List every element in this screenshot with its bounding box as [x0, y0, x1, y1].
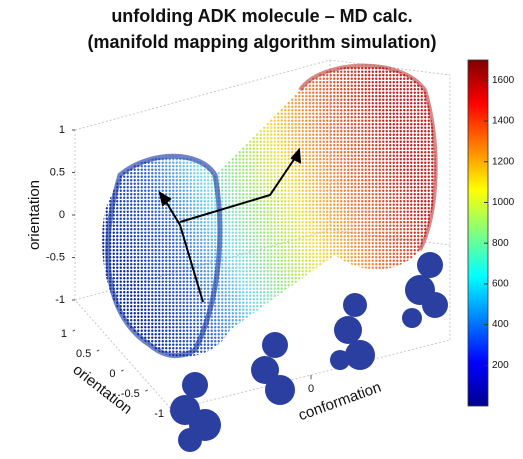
tick-mark — [72, 329, 76, 332]
tick-label: -0.5 — [46, 251, 65, 263]
colorbar-tick-label: 1200 — [492, 156, 515, 167]
tick-label: 1 — [59, 124, 65, 136]
tick-mark — [96, 349, 100, 352]
tick-label: 0 — [59, 209, 65, 221]
tick-label: 0 — [308, 383, 314, 395]
tick-label: 1 — [61, 328, 67, 340]
molecule — [170, 372, 221, 452]
z-axis-label: orientation — [26, 180, 43, 250]
colorbar-tick-label: 1400 — [492, 116, 515, 127]
tick-label: 0.5 — [76, 348, 91, 360]
arrows — [158, 147, 302, 303]
molecule — [402, 252, 448, 328]
molecules — [170, 252, 448, 452]
tick-mark — [120, 369, 124, 372]
tick-label: 0.5 — [50, 166, 65, 178]
colorbar-tick-label: 1600 — [492, 75, 515, 86]
colorbar-tick-label: 600 — [492, 279, 509, 290]
point-cloud — [102, 65, 436, 357]
chart-title: unfolding ADK molecule – MD calc. — [111, 6, 412, 26]
molecule — [251, 332, 295, 405]
colorbar — [467, 59, 489, 407]
cloud-end — [105, 153, 223, 359]
tick-mark — [169, 409, 173, 412]
molecule — [330, 293, 375, 370]
tick-label: 0 — [109, 368, 115, 380]
colorbar-tick-label: 400 — [492, 319, 509, 330]
cloud-end — [298, 63, 438, 251]
colorbar-tick-label: 1000 — [492, 197, 515, 208]
tick-label: -1 — [55, 294, 65, 306]
colorbar-tick-label: 800 — [492, 238, 509, 249]
tick-label: -1 — [154, 408, 164, 420]
titles: unfolding ADK molecule – MD calc. (manif… — [88, 6, 437, 52]
tick-label: -0.5 — [121, 388, 140, 400]
tick-mark — [145, 389, 148, 392]
colorbar-tick-label: 200 — [492, 360, 509, 371]
chart-title: (manifold mapping algorithm simulation) — [88, 32, 437, 52]
